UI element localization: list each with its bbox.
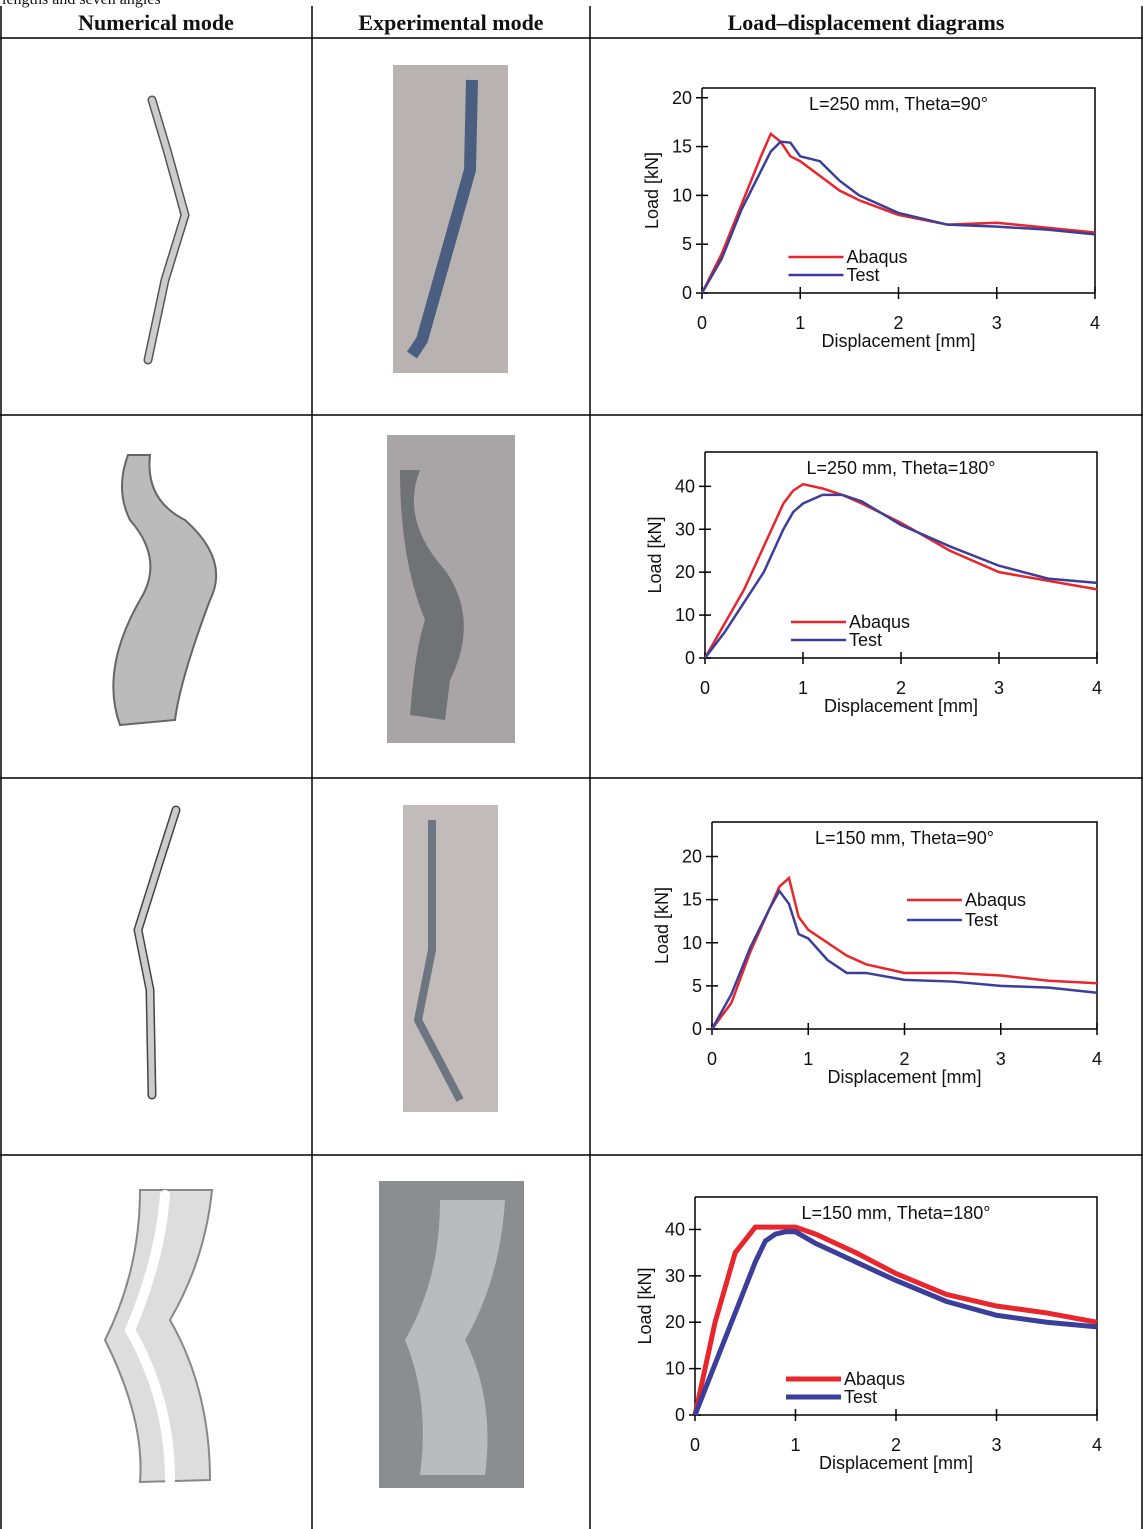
x-tick-label: 4 bbox=[1092, 678, 1102, 698]
y-tick-label: 15 bbox=[682, 890, 702, 910]
table-grid bbox=[0, 6, 1143, 1529]
legend-label: Abaqus bbox=[965, 890, 1026, 910]
x-tick-label: 0 bbox=[700, 678, 710, 698]
x-axis-label: Displacement [mm] bbox=[819, 1453, 973, 1473]
x-tick-label: 4 bbox=[1092, 1049, 1102, 1069]
chart-annotation: L=250 mm, Theta=90° bbox=[809, 94, 988, 114]
plot-frame bbox=[695, 1196, 1098, 1415]
legend-label: Abaqus bbox=[844, 1369, 905, 1389]
series-line bbox=[692, 1224, 1098, 1416]
y-tick-label: 10 bbox=[675, 605, 695, 625]
caption: lengths and seven angles bbox=[2, 0, 161, 8]
x-tick-label: 3 bbox=[992, 313, 1002, 333]
y-tick-label: 20 bbox=[682, 847, 702, 867]
x-tick-label: 1 bbox=[790, 1435, 800, 1455]
chart-annotation: L=150 mm, Theta=90° bbox=[815, 828, 994, 848]
series-line bbox=[703, 482, 1098, 659]
chart-annotation: L=150 mm, Theta=180° bbox=[802, 1203, 991, 1223]
y-tick-label: 20 bbox=[672, 88, 692, 108]
series-line bbox=[700, 131, 1096, 294]
y-tick-label: 40 bbox=[665, 1219, 685, 1239]
x-tick-label: 4 bbox=[1090, 313, 1100, 333]
legend-label: Abaqus bbox=[847, 247, 908, 267]
y-tick-label: 20 bbox=[675, 562, 695, 582]
y-axis-label: Load [kN] bbox=[642, 152, 662, 229]
header-cell: Experimental mode bbox=[358, 10, 543, 35]
y-tick-label: 0 bbox=[685, 648, 695, 668]
y-tick-label: 30 bbox=[665, 1266, 685, 1286]
header-cell: Numerical mode bbox=[78, 10, 234, 35]
x-tick-label: 1 bbox=[798, 678, 808, 698]
x-tick-label: 2 bbox=[896, 678, 906, 698]
header-cell: Load–displacement diagrams bbox=[728, 10, 1005, 35]
x-tick-label: 3 bbox=[994, 678, 1004, 698]
x-axis-label: Displacement [mm] bbox=[821, 331, 975, 351]
x-tick-label: 2 bbox=[899, 1049, 909, 1069]
y-tick-label: 5 bbox=[682, 234, 692, 254]
y-tick-label: 0 bbox=[682, 283, 692, 303]
y-tick-label: 0 bbox=[692, 1019, 702, 1039]
x-tick-label: 1 bbox=[803, 1049, 813, 1069]
y-tick-label: 10 bbox=[665, 1359, 685, 1379]
series-line bbox=[710, 875, 1098, 1030]
legend-label: Abaqus bbox=[849, 612, 910, 632]
y-tick-label: 10 bbox=[672, 185, 692, 205]
plot-frame bbox=[702, 87, 1096, 293]
experimental-mode-photo bbox=[379, 65, 524, 1488]
y-tick-label: 15 bbox=[672, 137, 692, 157]
legend-label: Test bbox=[847, 265, 880, 285]
x-tick-label: 1 bbox=[795, 313, 805, 333]
series-line bbox=[704, 493, 1098, 659]
x-tick-label: 0 bbox=[697, 313, 707, 333]
y-tick-label: 30 bbox=[675, 519, 695, 539]
y-tick-label: 20 bbox=[665, 1312, 685, 1332]
x-axis-label: Displacement [mm] bbox=[824, 696, 978, 716]
y-axis-label: Load [kN] bbox=[635, 1267, 655, 1344]
series-line bbox=[700, 140, 1096, 294]
x-tick-label: 0 bbox=[707, 1049, 717, 1069]
y-tick-label: 0 bbox=[675, 1405, 685, 1425]
x-tick-label: 3 bbox=[991, 1435, 1001, 1455]
y-tick-label: 5 bbox=[692, 976, 702, 996]
chart-annotation: L=250 mm, Theta=180° bbox=[807, 458, 996, 478]
series-line bbox=[692, 1229, 1098, 1416]
x-tick-label: 0 bbox=[690, 1435, 700, 1455]
legend-label: Test bbox=[849, 630, 882, 650]
x-tick-label: 2 bbox=[893, 313, 903, 333]
x-axis-label: Displacement [mm] bbox=[827, 1067, 981, 1087]
y-axis-label: Load [kN] bbox=[652, 887, 672, 964]
legend-label: Test bbox=[965, 910, 998, 930]
x-tick-label: 2 bbox=[891, 1435, 901, 1455]
x-tick-label: 4 bbox=[1092, 1435, 1102, 1455]
series-line bbox=[710, 888, 1098, 1030]
x-tick-label: 3 bbox=[996, 1049, 1006, 1069]
y-tick-label: 10 bbox=[682, 933, 702, 953]
numerical-mode-image bbox=[103, 95, 218, 1485]
y-tick-label: 40 bbox=[675, 476, 695, 496]
y-axis-label: Load [kN] bbox=[645, 516, 665, 593]
legend-label: Test bbox=[844, 1387, 877, 1407]
plot-frame bbox=[712, 821, 1098, 1029]
